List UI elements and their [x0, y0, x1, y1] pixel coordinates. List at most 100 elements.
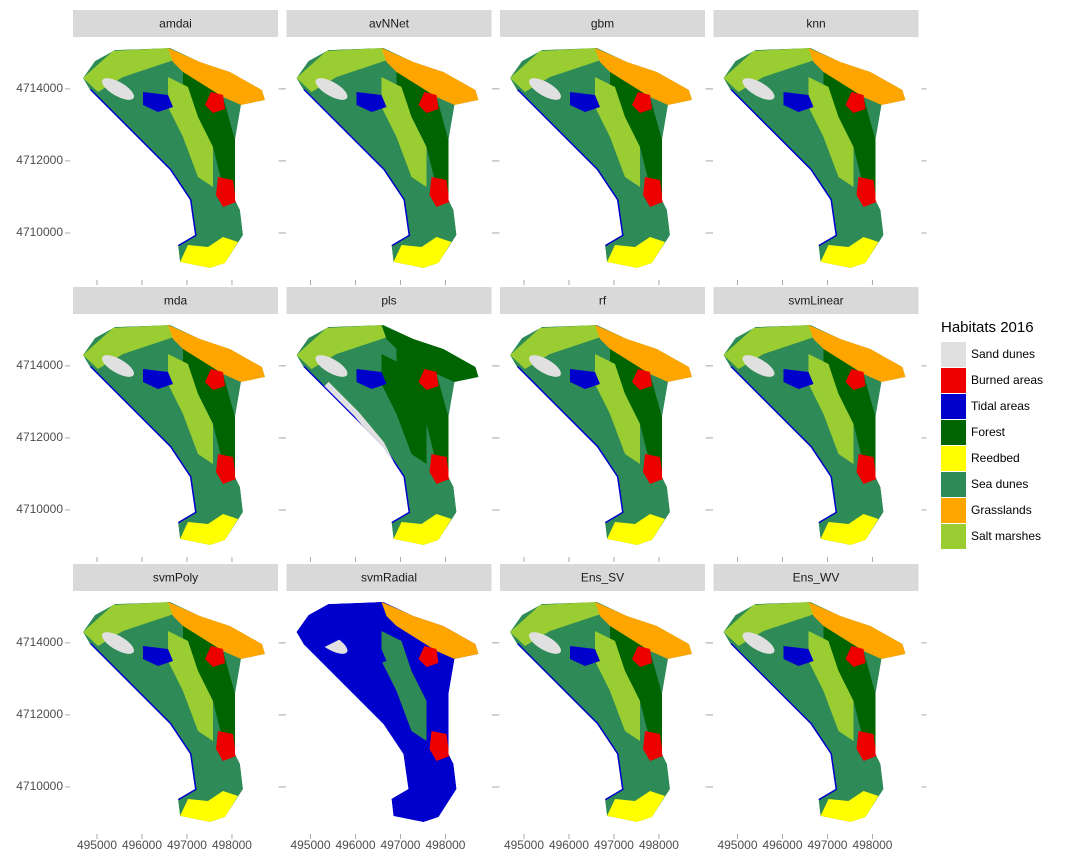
habitat-patch [143, 92, 173, 112]
strip [286, 287, 492, 314]
lake [315, 78, 348, 100]
legend-label: Forest [971, 425, 1006, 439]
habitat-patch [393, 514, 452, 545]
strip [73, 10, 278, 37]
habitat-patch [808, 354, 854, 464]
x-tick-label: 495000 [290, 838, 330, 852]
legend-swatch [941, 446, 966, 471]
coast [515, 365, 624, 524]
habitat-patch [856, 731, 877, 761]
x-tick-label: 496000 [762, 838, 802, 852]
habitat-patch [595, 77, 640, 187]
habitat-patch [418, 369, 439, 390]
map-panel [723, 325, 906, 545]
habitat-patch [393, 791, 452, 822]
strip [713, 10, 919, 37]
legend-swatch [941, 368, 966, 393]
habitat-patch [632, 369, 652, 390]
facet-title: amdai [159, 17, 192, 31]
strip [500, 287, 705, 314]
habitat-patch [356, 646, 387, 666]
habitat-patch [607, 514, 665, 545]
y-tick-label: 4712000 [16, 707, 63, 721]
habitat-patch [856, 177, 877, 207]
habitat-patch [168, 48, 265, 105]
facet-title: rf [599, 294, 607, 308]
legend-title: Habitats 2016 [941, 319, 1034, 336]
strip [73, 287, 278, 314]
y-tick-label: 4710000 [16, 779, 63, 793]
strip [500, 10, 705, 37]
lake [529, 355, 561, 377]
lake [102, 632, 134, 654]
habitat-patch [820, 237, 879, 268]
x-tick-label: 498000 [425, 838, 465, 852]
habitat-patch [168, 325, 265, 382]
habitat-patch [393, 237, 452, 268]
strip [286, 10, 492, 37]
habitat-patch [143, 646, 173, 666]
habitat-patch [643, 731, 663, 761]
habitat-patch [808, 325, 906, 382]
coast [729, 88, 838, 247]
facet-title: mda [164, 294, 188, 308]
habitat-patch [306, 611, 377, 651]
facet-title: knn [806, 17, 825, 31]
habitat-patch [595, 602, 692, 659]
habitat-patch [808, 77, 854, 187]
habitat-patch [180, 514, 238, 545]
legend-swatch [941, 472, 966, 497]
legend-label: Sand dunes [971, 347, 1035, 361]
habitat-patch [783, 646, 814, 666]
x-tick-label: 498000 [852, 838, 892, 852]
lake [742, 78, 775, 100]
map-panel [83, 48, 265, 268]
facet-title: svmRadial [361, 571, 417, 585]
habitat-patch [168, 77, 213, 187]
coast [88, 88, 197, 247]
x-tick-label: 498000 [212, 838, 252, 852]
habitat-patch [205, 369, 225, 390]
legend-label: Tidal areas [971, 399, 1030, 413]
legend-label: Grasslands [971, 503, 1032, 517]
habitat-patch [643, 177, 663, 207]
legend-swatch [941, 342, 966, 367]
map-panel [296, 602, 479, 822]
coast [729, 642, 838, 801]
habitat-patch [180, 791, 238, 822]
coast [515, 642, 624, 801]
strip [713, 287, 919, 314]
habitat-patch [429, 177, 450, 207]
map-panel [510, 48, 692, 268]
strip [73, 564, 278, 591]
habitat-patch [381, 631, 427, 741]
habitat-patch [632, 646, 652, 667]
habitat-patch [168, 631, 213, 741]
habitat-patch [856, 454, 877, 484]
y-tick-label: 4712000 [16, 153, 63, 167]
habitat-patch [595, 631, 640, 741]
habitat-patch [607, 237, 665, 268]
lake [529, 78, 561, 100]
facet-title: gbm [591, 17, 614, 31]
habitat-patch [595, 48, 692, 105]
facet-title: pls [381, 294, 396, 308]
habitat-patch [643, 454, 663, 484]
habitat-patch [168, 354, 213, 464]
habitat-patch [429, 454, 450, 484]
habitat-patch [595, 325, 692, 382]
map-panel [296, 48, 479, 268]
map-panel [296, 325, 479, 545]
x-tick-label: 496000 [122, 838, 162, 852]
map-panel [83, 602, 265, 822]
habitat-patch [216, 731, 236, 761]
habitat-patch [168, 602, 265, 659]
habitat-patch [570, 369, 600, 389]
facet-title: Ens_SV [581, 571, 624, 585]
legend-label: Sea dunes [971, 477, 1028, 491]
habitat-patch [820, 791, 879, 822]
habitat-patch [570, 92, 600, 112]
strip [500, 564, 705, 591]
